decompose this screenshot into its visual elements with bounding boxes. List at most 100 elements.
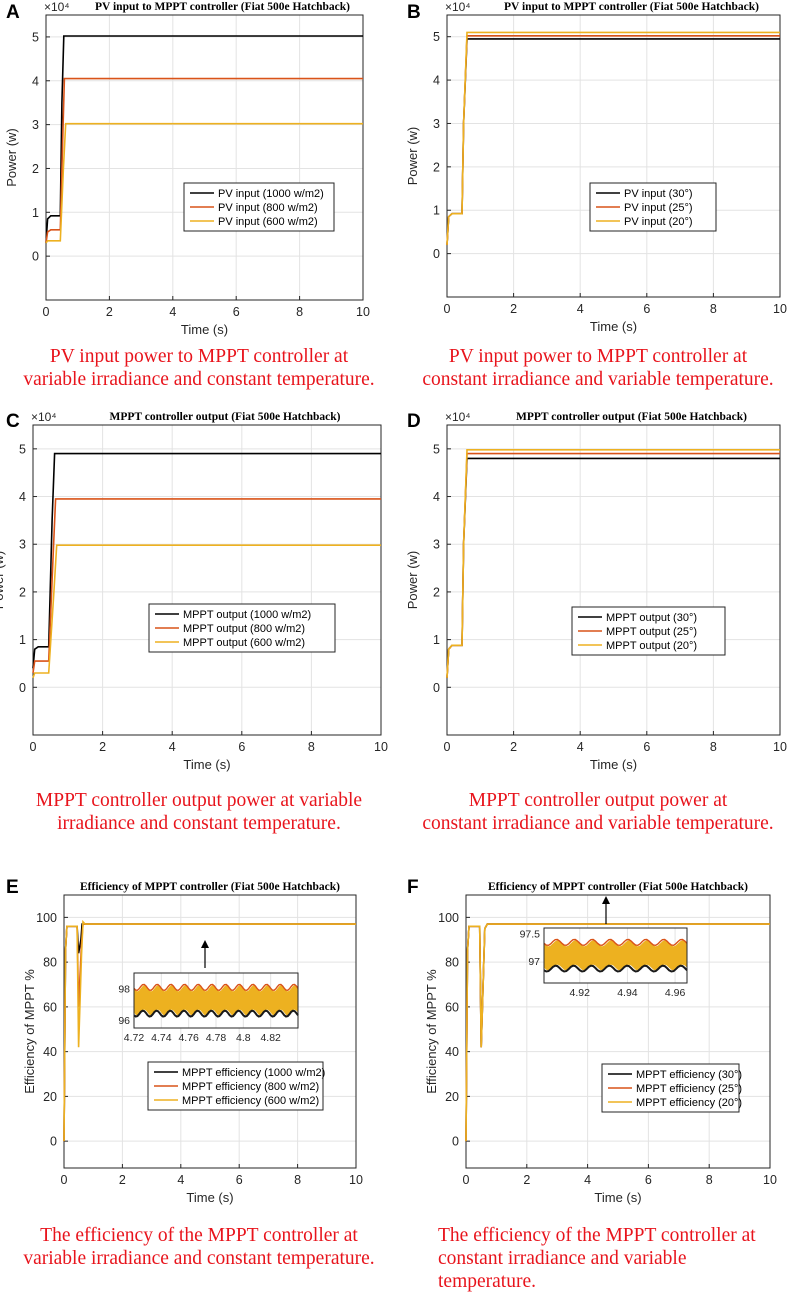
legend-label-2: MPPT output (25°) [606, 626, 697, 638]
y-tick-label: 3 [32, 118, 39, 132]
inset-ripple-edge-top [543, 938, 688, 947]
series-line-3 [465, 923, 770, 1142]
caption-f-line-1: The efficiency of the MPPT controller at [438, 1225, 756, 1246]
x-axis-label: Time (s) [181, 322, 228, 337]
legend-label-3: MPPT efficiency (20°) [636, 1097, 742, 1109]
panel-letter-c: C [6, 411, 20, 432]
x-tick-label: 0 [30, 740, 37, 754]
x-tick-label: 6 [645, 1173, 652, 1187]
x-tick-label: 4 [577, 302, 584, 316]
plot-area [46, 15, 363, 300]
x-tick-label: 4 [577, 740, 584, 754]
chart-title: PV input to MPPT controller (Fiat 500e H… [95, 1, 350, 13]
series-line-2 [446, 452, 780, 678]
x-axis-label: Time (s) [594, 1190, 641, 1205]
inset-x-tick-label: 4.74 [151, 1032, 172, 1044]
y-tick-label: 20 [445, 1090, 459, 1104]
inset-y-tick-label: 97 [528, 956, 540, 968]
x-tick-label: 4 [169, 740, 176, 754]
caption-f-line-2: constant irradiance and variable [438, 1248, 687, 1269]
y-tick-label: 5 [433, 442, 440, 456]
inset-frame-bg [133, 972, 299, 1029]
y-tick-label: 60 [445, 1000, 459, 1014]
y-tick-label: 3 [433, 538, 440, 552]
legend-label-2: MPPT efficiency (25°) [636, 1083, 742, 1095]
x-tick-label: 8 [706, 1173, 713, 1187]
legend-label-3: PV input (20°) [624, 216, 693, 228]
caption-d-line-1: MPPT controller output power at [468, 790, 728, 811]
y-tick-label: 0 [19, 681, 26, 695]
exponent-label: ×10⁴ [445, 410, 471, 424]
series-line-2 [465, 923, 770, 1142]
plot-area [447, 425, 780, 735]
inset-y-tick-label: 96 [118, 1015, 130, 1027]
caption-b-line-1: PV input power to MPPT controller at [448, 346, 748, 367]
x-tick-label: 6 [238, 740, 245, 754]
legend: PV input (30°) PV input (25°) PV input (20… [589, 182, 717, 232]
legend-label-2: MPPT efficiency (800 w/m2) [182, 1081, 319, 1093]
inset-ripple-band [134, 985, 298, 1016]
y-tick-label: 100 [438, 911, 459, 925]
legend-label-1: MPPT output (1000 w/m2) [183, 609, 311, 621]
caption-f-line-3: temperature. [438, 1271, 536, 1292]
x-tick-label: 2 [99, 740, 106, 754]
x-tick-label: 10 [356, 305, 370, 319]
caption-b-line-2: constant irradiance and variable tempera… [422, 369, 774, 390]
inset-x-tick-label: 4.94 [617, 987, 638, 999]
x-tick-label: 8 [294, 1173, 301, 1187]
series-line-3 [63, 919, 356, 1142]
x-tick-label: 10 [773, 740, 787, 754]
legend: MPPT efficiency (1000 w/m2) MPPT efficien… [147, 1061, 325, 1111]
y-axis-label: Power (w) [405, 551, 420, 610]
series-line-3 [32, 544, 381, 679]
exponent-label: ×10⁴ [445, 0, 471, 14]
legend-label-3: MPPT efficiency (600 w/m2) [182, 1095, 319, 1107]
x-tick-label: 0 [444, 302, 451, 316]
plot-area [466, 895, 770, 1168]
y-tick-label: 1 [433, 204, 440, 218]
inset-zoom: 4.72 4.74 4.76 4.78 4.8 4.82 96 98 [118, 940, 299, 1044]
y-tick-label: 20 [43, 1090, 57, 1104]
series-line-1 [63, 923, 356, 1142]
legend-label-1: MPPT efficiency (30°) [636, 1069, 742, 1081]
inset-frame [133, 972, 299, 1029]
plot-frame [32, 424, 382, 736]
inset-arrow-head [602, 896, 610, 904]
legend: MPPT output (1000 w/m2) MPPT output (800 … [148, 603, 336, 653]
legend-box [148, 603, 336, 653]
legend-label-2: PV input (25°) [624, 202, 693, 214]
exponent-label: ×10⁴ [31, 410, 57, 424]
legend-label-3: PV input (600 w/m2) [218, 216, 318, 228]
y-tick-label: 1 [32, 206, 39, 220]
exponent-label: ×10⁴ [44, 0, 70, 14]
x-tick-label: 6 [643, 302, 650, 316]
legend-box [183, 182, 335, 232]
x-tick-label: 4 [584, 1173, 591, 1187]
inset-arrow-head [201, 940, 209, 948]
chart-title: MPPT controller output (Fiat 500e Hatchb… [516, 411, 747, 423]
panel-letter-d: D [407, 411, 421, 432]
y-tick-label: 60 [43, 1000, 57, 1014]
inset-ripple-band [544, 940, 687, 971]
series-line-3 [446, 31, 780, 245]
chart-b-group: 0 2 4 6 8 10 0 1 2 3 4 5 Time (s) Power (w) PV input t… [405, 0, 787, 334]
legend-label-1: PV input (30°) [624, 188, 693, 200]
y-tick-label: 3 [433, 117, 440, 131]
x-tick-label: 8 [710, 302, 717, 316]
y-axis-label: Power (w) [4, 128, 19, 187]
plot-frame [465, 894, 771, 1169]
x-tick-label: 2 [523, 1173, 530, 1187]
legend: PV input (1000 w/m2) PV input (800 w/m2) P… [183, 182, 335, 232]
x-tick-label: 2 [106, 305, 113, 319]
series-line-1 [446, 38, 780, 245]
caption-c-line-2: irradiance and constant temperature. [57, 813, 341, 834]
legend-box [589, 182, 717, 232]
plot-area [64, 895, 356, 1168]
y-axis-label: Efficiency of MPPT % [424, 969, 439, 1094]
y-tick-label: 4 [433, 74, 440, 88]
chart-title: Efficiency of MPPT controller (Fiat 500e… [488, 881, 748, 893]
inset-x-tick-label: 4.8 [236, 1032, 251, 1044]
inset-ripple-edge-top [133, 983, 299, 992]
caption-b: PV input power to MPPT controller at con… [400, 345, 796, 391]
